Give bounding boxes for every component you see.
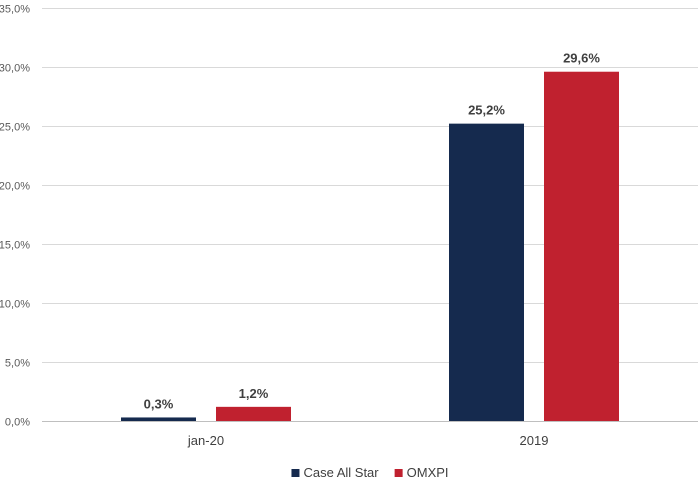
legend-item: Case All Star — [291, 465, 379, 480]
data-label: 0,3% — [144, 396, 174, 411]
x-axis-categories: jan-20 2019 — [187, 433, 549, 448]
bar-omxpi-jan-20 — [216, 406, 291, 421]
bar-case-all-star-2019 — [449, 123, 524, 421]
y-tick-label: 10,0% — [0, 299, 30, 311]
bars — [121, 71, 619, 421]
gridlines — [42, 8, 698, 422]
bar-case-all-star-jan-20 — [121, 417, 196, 421]
y-tick-label: 25,0% — [0, 122, 30, 134]
legend-item: OMXPI — [394, 465, 449, 480]
y-tick-label: 30,0% — [0, 63, 30, 75]
bar-omxpi-2019 — [544, 71, 619, 421]
legend-label: OMXPI — [407, 465, 449, 480]
data-label: 29,6% — [563, 51, 600, 66]
legend-swatch — [394, 469, 403, 477]
y-axis-ticks: 0,0% 5,0% 10,0% 15,0% 20,0% 25,0% 30,0% 35,0% — [0, 4, 30, 429]
legend-label: Case All Star — [303, 465, 379, 480]
x-category-label: 2019 — [520, 433, 549, 448]
y-tick-label: 20,0% — [0, 181, 30, 193]
data-labels: 0,3% 1,2% 25,2% 29,6% — [144, 51, 601, 412]
y-tick-label: 5,0% — [5, 358, 30, 370]
y-tick-label: 15,0% — [0, 240, 30, 252]
legend: Case All Star OMXPI — [291, 465, 449, 480]
x-category-label: jan-20 — [187, 433, 224, 448]
y-tick-label: 0,0% — [5, 417, 30, 429]
y-tick-label: 35,0% — [0, 4, 30, 16]
legend-swatch — [291, 469, 300, 477]
data-label: 25,2% — [468, 103, 505, 118]
data-label: 1,2% — [239, 386, 269, 401]
